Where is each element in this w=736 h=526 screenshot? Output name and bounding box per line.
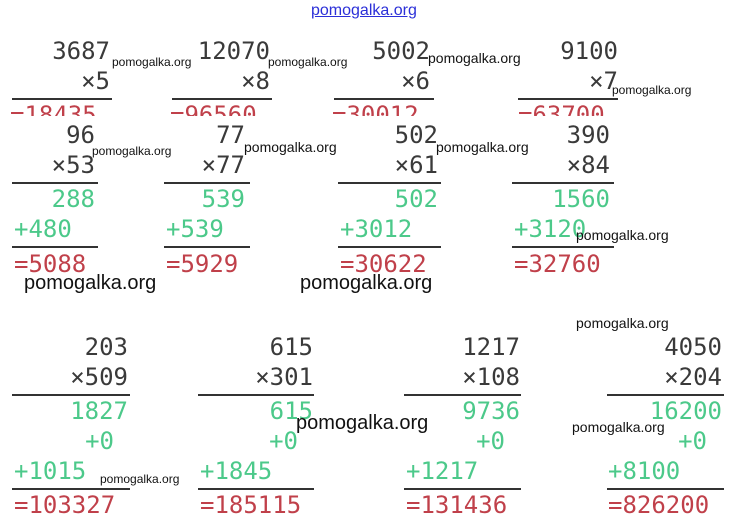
- underline: [12, 98, 112, 100]
- underline: [338, 246, 441, 248]
- partial-product-2: +0: [269, 427, 298, 455]
- result: =30622: [340, 250, 427, 278]
- result: =30012: [332, 102, 419, 116]
- underline: [164, 182, 250, 184]
- partial-product-1: 539: [201, 185, 245, 213]
- multiplicand: 390: [566, 121, 610, 149]
- partial-product-2: +3012: [340, 215, 413, 243]
- partial-product-2: +539: [166, 215, 224, 243]
- multiplicand: 1217: [462, 333, 520, 361]
- underline: [338, 182, 441, 184]
- multiplier: ×108: [462, 363, 520, 391]
- underline: [607, 488, 724, 490]
- underline: [198, 394, 314, 396]
- watermark: pomogalka.org: [112, 55, 192, 69]
- underline: [404, 488, 521, 490]
- multiplier: ×509: [70, 363, 128, 391]
- multiplier: ×301: [255, 363, 313, 391]
- watermark: pomogalka.org: [92, 144, 172, 158]
- partial-product-3: +1217: [406, 457, 479, 485]
- partial-product-1: 288: [51, 185, 95, 213]
- watermark: pomogalka.org: [268, 55, 348, 69]
- partial-product-1: 1560: [552, 185, 610, 213]
- watermark: pomogalka.org: [612, 83, 692, 97]
- result: =18435: [10, 102, 97, 116]
- watermark: pomogalka.org: [244, 139, 337, 155]
- multiplicand: 502: [394, 121, 438, 149]
- multiplicand: 77: [216, 121, 245, 149]
- result: =5929: [166, 250, 239, 278]
- underline: [12, 488, 130, 490]
- watermark: pomogalka.org: [428, 50, 521, 66]
- multiplier: ×84: [566, 151, 610, 179]
- underline: [12, 394, 130, 396]
- multiplicand: 5002: [372, 37, 430, 65]
- result: =63700: [518, 102, 605, 116]
- multiplier: ×204: [664, 363, 722, 391]
- multiplier: ×53: [51, 151, 95, 179]
- partial-product-1: 9736: [462, 397, 520, 425]
- multiplier: ×5: [81, 67, 110, 95]
- underline: [518, 98, 618, 100]
- underline: [334, 98, 434, 100]
- underline: [164, 246, 250, 248]
- partial-product-1: 615: [269, 397, 313, 425]
- underline: [607, 394, 724, 396]
- multiplicand: 4050: [664, 333, 722, 361]
- partial-product-2: +0: [678, 427, 707, 455]
- multiplicand: 9100: [560, 37, 618, 65]
- partial-product-2: +480: [14, 215, 72, 243]
- partial-product-3: +1845: [200, 457, 273, 485]
- watermark: pomogalka.org: [300, 272, 433, 294]
- partial-product-1: 502: [394, 185, 438, 213]
- partial-product-2: +3120: [514, 215, 587, 243]
- multiplicand: 12070: [197, 37, 270, 65]
- result: =32760: [514, 250, 601, 278]
- watermark: pomogalka.org: [24, 272, 157, 294]
- partial-product-3: +1015: [14, 457, 87, 485]
- underline: [12, 182, 98, 184]
- watermark: pomogalka.org: [100, 472, 180, 486]
- result: =103327: [14, 491, 116, 519]
- watermark: pomogalka.org: [436, 139, 529, 155]
- underline: [512, 182, 614, 184]
- multiplicand: 96: [66, 121, 95, 149]
- underline: [198, 488, 314, 490]
- watermark: pomogalka.org: [572, 419, 665, 435]
- underline: [172, 98, 272, 100]
- underline: [12, 246, 98, 248]
- result: =131436: [406, 491, 508, 519]
- multiplier: ×8: [241, 67, 270, 95]
- partial-product-2: +0: [476, 427, 505, 455]
- underline: [512, 246, 614, 248]
- multiplier: ×6: [401, 67, 430, 95]
- multiplicand: 615: [269, 333, 313, 361]
- partial-product-1: 1827: [70, 397, 128, 425]
- multiplicand: 203: [84, 333, 128, 361]
- multiplier: ×77: [201, 151, 245, 179]
- result: =185115: [200, 491, 302, 519]
- underline: [404, 394, 521, 396]
- watermark: pomogalka.org: [296, 412, 429, 434]
- result: =96560: [170, 102, 257, 116]
- site-link[interactable]: pomogalka.org: [311, 2, 417, 19]
- watermark: pomogalka.org: [576, 227, 669, 243]
- result: =5088: [14, 250, 87, 278]
- partial-product-1: 16200: [649, 397, 722, 425]
- result: =826200: [608, 491, 710, 519]
- watermark: pomogalka.org: [576, 315, 669, 331]
- partial-product-3: +8100: [608, 457, 681, 485]
- partial-product-2: +0: [85, 427, 114, 455]
- multiplier: ×7: [589, 67, 618, 95]
- multiplier: ×61: [394, 151, 438, 179]
- multiplicand: 3687: [52, 37, 110, 65]
